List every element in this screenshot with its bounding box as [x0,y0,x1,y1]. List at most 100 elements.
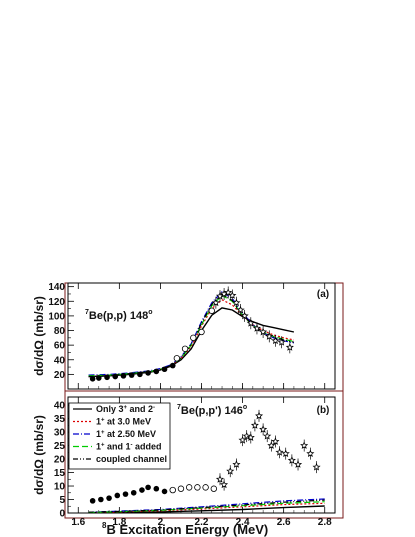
panel-a-data-point-star [228,291,237,299]
panel-a-y-tick-label: 80 [54,326,66,337]
panel-b-y-tick-label: 0 [59,509,65,520]
panel-a-data-point-star [252,324,262,332]
panel-b-y-tick-label: 10 [54,482,66,493]
panel-b-data-point-open [202,484,209,491]
panel-a-frame [64,282,344,392]
legend-entry-2-text: 1 [96,429,101,439]
panel-b-data-point-filled [106,495,112,501]
panel-b-data-point-star [215,475,224,483]
panel-a-layer: 20 40 60 80 100 120 140 [48,282,326,389]
x-tick-label: 2.2 [195,517,209,528]
legend-entry-4-text: coupled channel [96,454,167,464]
panel-b-data-point-star [259,425,268,433]
legend-entry-0-sup1: + [124,405,128,411]
panel-a-data-point-open [190,334,197,342]
panel-a-y-tick-label: 60 [54,341,66,352]
panel-b-y-tick-label: 25 [54,441,66,452]
x-tick-label: 2.4 [236,517,250,528]
x-tick-label: 2.8 [318,517,332,528]
legend-entry-3-tail: added [133,442,162,452]
panel-b-data-point-filled [161,488,168,495]
panel-a-y-tick-label: 100 [48,311,65,322]
legend-entry-3-mid: and 1 [105,442,131,452]
panel-b-y-tick-label: 15 [54,468,66,479]
legend-entry-3: 1+ and 1- added [96,442,162,452]
panel-b-curves [88,498,325,513]
panel-b-data-point-filled [153,485,160,492]
panel-a-data-point-star [265,332,274,340]
panel-b-y-tick-label: 20 [54,455,66,466]
panel-b-data-point-star [267,441,276,449]
legend-entry-2-mid: at 2.50 MeV [105,429,157,439]
panel-b-series-0-line [88,505,325,513]
panel-a-data-point-star [211,298,220,307]
panel-b-data-point-filled [130,489,137,496]
panel-b-annotation-sup: 7 [177,404,181,411]
panel-b-data-point-star [306,449,315,458]
panel-b-data-point-star [250,420,259,429]
x-tick-label: 2 [158,517,164,528]
legend-entry-1-mid: at 3.0 MeV [105,417,152,427]
panel-a-y-axis-label: dσ/dΩ (mb/sr) [32,296,46,376]
panel-b-data-point-open [169,486,176,494]
panel-b-data-point-star [300,441,309,449]
panel-b-data-point-filled [89,498,96,504]
panel-b-data-point-open [210,485,218,492]
panel-b-data-point-filled [98,496,104,503]
panel-b-data-point-star [246,433,255,441]
legend-entry-2: 1+ at 2.50 MeV [96,429,156,439]
panel-a-data-point-star [246,318,255,327]
panel-b-data-point-star [271,437,280,445]
panel-a-label: (a) [317,289,329,300]
panel-b-y-tick-label: 35 [54,414,66,425]
panel-a-data-point-filled [89,375,96,382]
panel-b-layer: 0 5 10 15 20 25 30 35 40 1.6 1.8 2 2.2 2.4 2.6 2.8 [54,397,332,528]
panel-b-data-point-open [177,485,185,492]
x-tick-label: 2.6 [277,517,291,528]
x-tick-label: 1.8 [112,517,126,528]
panel-b-data-point-star [219,480,229,489]
legend-entry-0-text: Only 3 [96,404,124,414]
legend-entry-1: 1+ at 3.0 MeV [96,417,151,427]
panel-b-data-point-star [255,411,264,420]
legend-entry-3-sup1: + [101,443,105,449]
panel-a-data-point-open [181,345,189,352]
panel-b-data-point-star [293,460,303,468]
legend-entry-3-text: 1 [96,442,101,452]
x-axis-label-sup: 8 [102,521,107,530]
legend-entry-0: Only 3+ and 2- [96,404,155,414]
panel-b-data-point-star [226,466,235,475]
panel-b-y-tick-label: 40 [54,401,66,412]
legend-entry-0-sup2: - [153,405,155,411]
panel-a-data-point-filled [161,366,168,373]
panel-b-data-point-star [312,462,321,471]
panel-b-data-point-filled [145,484,151,491]
legend-entry-1-sup1: + [101,418,105,424]
panel-a-data-point-open [208,307,215,314]
panel-a-y-tick-label: 20 [54,370,66,381]
panel-b-data-point-filled [114,492,121,499]
panel-b-annotation-deg: o [243,404,247,411]
panel-a-data-point-open [198,328,205,336]
panel-a-annotation-sup: 7 [85,309,89,316]
panel-a-data-point-star [285,343,294,351]
panel-a-data-point-star [259,327,268,336]
panel-b-data-point-filled [122,491,129,497]
panel-a-data-point-star [236,305,245,314]
panel-a-data-point-filled [169,362,176,369]
panel-b-data-point-open [194,484,201,491]
legend-entry-4: coupled channel [96,454,167,464]
panel-b-data-point-star [287,456,296,464]
legend-entry-2-sup1: + [101,430,105,436]
panel-a-data-point-star [240,311,249,320]
panel-b-data-point-open [185,484,193,491]
panel-b-label: (b) [317,405,330,416]
panel-b-annotation-text: Be(p,p') 146 [181,405,243,417]
panel-b-y-tick-label: 5 [59,495,65,506]
legend-entry-0-mid: and 2 [127,404,153,414]
panel-a-data-point-filled [104,374,110,381]
panel-b-series-1-line [88,502,325,513]
